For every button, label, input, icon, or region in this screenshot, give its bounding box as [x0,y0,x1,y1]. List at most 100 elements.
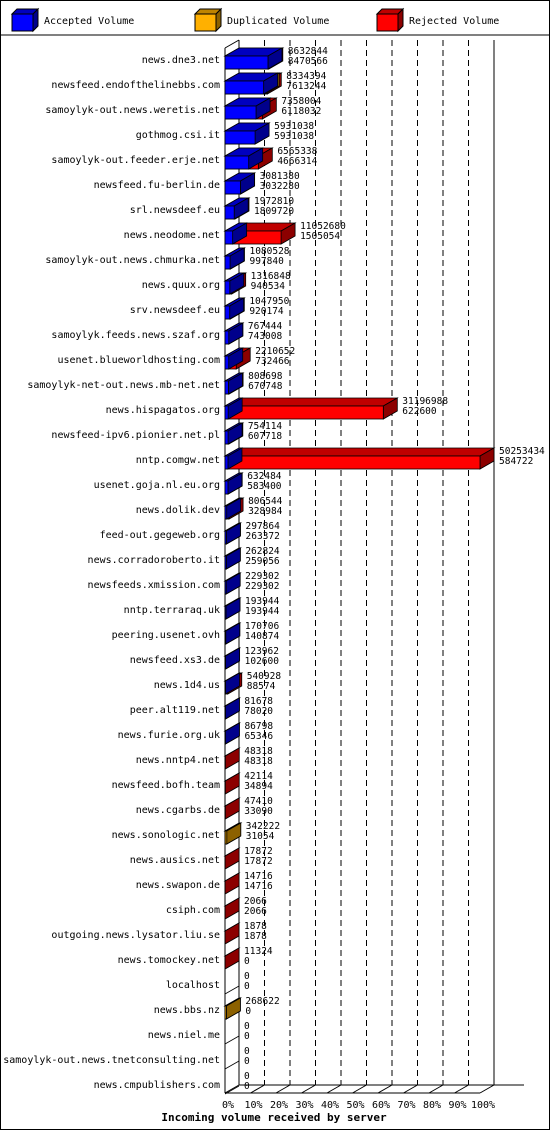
bar-news-furie-org-uk-accepted-side [224,722,240,745]
bar-news-dolik-dev [223,497,245,520]
bar-news-1d4-us [223,672,244,695]
bar-samoylyk-out-news-chmurka-net-accepted [223,247,246,270]
server-label-news-cgarbs-de: news.cgarbs.de [136,805,220,816]
value-accepted-newsfeed-xs3-de: 102600 [245,656,280,667]
x-tick-mark-3 [301,1084,316,1094]
bar-news-hispagatos-org-rejected [223,397,399,420]
bar-news-quux-org-accepted-front [224,280,231,295]
value-total-samoylyk-out-news-chmurka-net: 1080528 [249,246,289,257]
value-accepted-news-niel-me: 0 [244,1031,250,1042]
bar-news-neodome-net [223,222,297,245]
value-total-news-cmpublishers-com: 0 [244,1071,250,1082]
x-tick-label-6: 60% [372,1100,390,1111]
bar-news-niel-me [224,1035,240,1045]
bar-samoylyk-feeds-news-szaf-org [223,322,245,345]
bar-news-swapon-de [223,872,241,895]
value-total-newsfeeds-xmission-com: 229302 [245,571,279,582]
bar-samoylyk-out-feeder-erje-net [223,147,274,170]
value-total-localhost: 0 [244,971,250,982]
bar-gothmog-csi-it-accepted [223,122,271,145]
bar-samoylyk-feeds-news-szaf-org-accepted-front [224,330,230,345]
bar-news-swapon-de-rejected-side [224,872,240,895]
x-tick-mark-0 [224,1084,240,1094]
server-label-newsfeed-endofthelinebbs-com: newsfeed.endofthelinebbs.com [51,80,220,91]
value-accepted-usenet-goja-nl-eu-org: 583400 [247,481,282,492]
value-total-csiph-com: 2066 [244,896,267,907]
bar-nntp-comgw-net-accepted [223,447,244,470]
server-label-news-hispagatos-org: news.hispagatos.org [106,405,220,416]
value-total-news-quux-org: 1316848 [251,271,291,282]
server-label-news-dolik-dev: news.dolik.dev [136,505,220,516]
bar-peering-usenet-ovh [223,622,242,645]
server-label-nntp-terraraq-uk: nntp.terraraq.uk [124,605,220,616]
value-accepted-news-tomockey-net: 0 [244,956,250,967]
value-total-newsfeed-ipv6-pionier-net-pl: 754114 [248,421,283,432]
value-accepted-news-corradoroberto-it: 259056 [245,556,280,567]
bar-gothmog-csi-it-accepted-front [224,130,256,145]
legend-label-duplicated-volume: Duplicated Volume [227,16,329,27]
value-accepted-feed-out-gegeweb-org: 263372 [246,531,280,542]
server-label-news-quux-org: news.quux.org [142,280,220,291]
x-tick-label-4: 40% [321,1100,339,1111]
bar-newsfeed-endofthelinebbs-com-accepted-front [224,80,265,95]
bar-feed-out-gegeweb-org-accepted [223,522,242,545]
server-label-gothmog-csi-it: gothmog.csi.it [136,130,220,141]
bar-outgoing-news-lysator-liu-se-rejected [223,922,241,945]
bar-newsfeed-endofthelinebbs-com [223,72,283,95]
bar-news-swapon-de-rejected [223,872,241,895]
value-total-samoylyk-out-news-tnetconsulting-net: 0 [244,1046,250,1057]
bar-news-dne3-net [223,47,285,70]
bar-news-cgarbs-de-rejected-side [224,797,240,820]
value-accepted-csiph-com: 2066 [244,906,267,917]
bar-news-corradoroberto-it-accepted [223,547,242,570]
bar-srl-newsdeef-eu [223,197,251,220]
x-tick-mark-4 [326,1084,342,1094]
value-accepted-nntp-comgw-net: 584722 [499,456,533,467]
value-accepted-newsfeeds-xmission-com: 229302 [245,581,279,592]
bar-nntp-terraraq-uk-accepted-front [224,605,227,620]
value-total-news-sonologic-net: 342222 [246,821,280,832]
bar-news-corradoroberto-it-accepted-front [224,555,227,570]
bar-news-nntp4-net [223,747,241,770]
value-accepted-samoylyk-out-feeder-erje-net: 4666314 [277,156,317,167]
server-label-newsfeeds-xmission-com: newsfeeds.xmission.com [88,580,220,591]
bar-feed-out-gegeweb-org [223,522,243,545]
value-total-news-dne3-net: 8632844 [288,46,328,57]
value-total-news-furie-org-uk: 86798 [244,721,273,732]
server-label-usenet-goja-nl-eu-org: usenet.goja.nl.eu.org [94,480,220,491]
x-tick-mark-8 [428,1084,444,1094]
value-accepted-news-ausics-net: 17872 [244,856,273,867]
server-label-outgoing-news-lysator-liu-se: outgoing.news.lysator.liu.se [51,930,220,941]
bar-newsfeed-xs3-de-accepted-front [224,655,226,670]
value-total-srv-newsdeef-eu: 1047950 [249,296,289,307]
x-tick-mark-1 [250,1084,265,1094]
value-total-outgoing-news-lysator-liu-se: 1878 [244,921,267,932]
bar-nntp-comgw-net-rejected-front [224,455,481,470]
value-accepted-news-dolik-dev: 328984 [248,506,283,517]
bar-usenet-blueworldhosting-com-accepted-front [224,355,230,370]
bar-news-bbs-nz [223,997,242,1020]
bar-usenet-goja-nl-eu-org [223,472,244,495]
bar-news-hispagatos-org-accepted [223,397,244,420]
bar-srl-newsdeef-eu-accepted [223,197,250,220]
server-label-srv-newsdeef-eu: srv.newsdeef.eu [130,305,220,316]
server-label-samoylyk-out-news-chmurka-net: samoylyk-out.news.chmurka.net [45,255,220,266]
value-accepted-news-nntp4-net: 48318 [244,756,273,767]
value-total-samoylyk-feeds-news-szaf-org: 767444 [248,321,283,332]
bar-samoylyk-out-news-weretis-net [223,97,278,120]
x-tick-label-1: 10% [244,1100,262,1111]
value-accepted-samoylyk-out-news-chmurka-net: 997840 [249,256,284,267]
bar-usenet-blueworldhosting-com-accepted [223,347,245,370]
legend-swatch-duplicated-volume [194,13,217,32]
value-total-newsfeed-bofh-team: 42114 [244,771,273,782]
value-total-news-tomockey-net: 11324 [244,946,273,957]
bar-news-corradoroberto-it [223,547,242,570]
bar-news-cgarbs-de [223,797,241,820]
bar-srv-newsdeef-eu-accepted [223,297,246,320]
bar-news-bbs-nz-duplicated-front [224,1005,227,1020]
value-total-peer-alt119-net: 81678 [244,696,273,707]
value-accepted-news-neodome-net: 1505054 [300,231,340,242]
bar-news-nntp4-net-rejected-side [224,747,240,770]
bar-news-hispagatos-org [223,397,399,420]
bar-newsfeed-ipv6-pionier-net-pl [223,422,245,445]
